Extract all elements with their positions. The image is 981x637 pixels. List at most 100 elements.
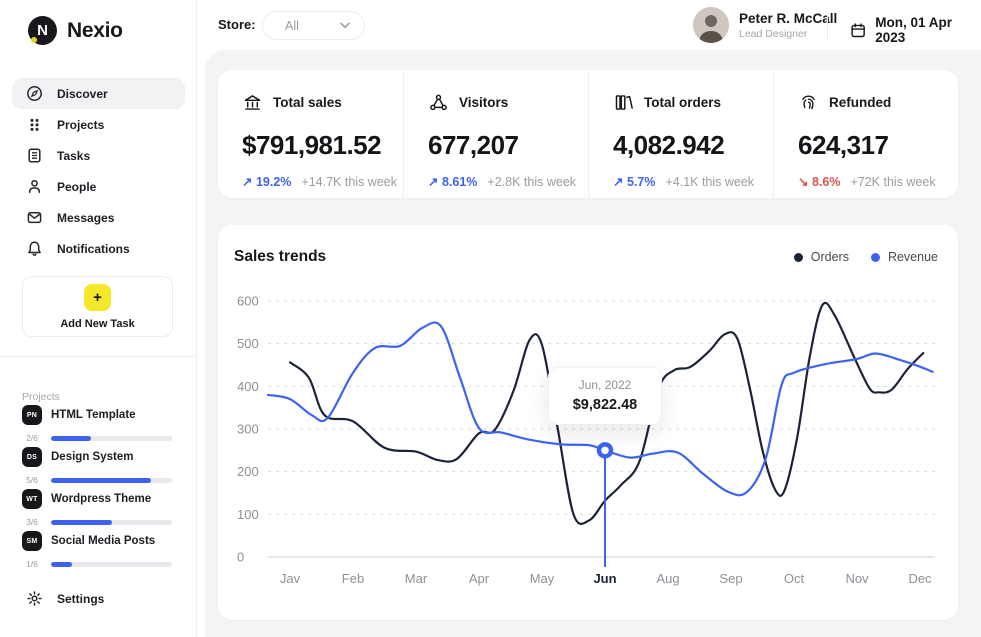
- trend-percent: ↘ 8.6%: [798, 175, 841, 189]
- svg-text:May: May: [530, 571, 555, 586]
- stat-total-orders: Total orders 4,082.942 ↗ 5.7% +4.1K this…: [588, 70, 773, 198]
- project-fraction: 1/6: [26, 559, 38, 569]
- gear-icon: [27, 591, 42, 606]
- brand-name: Nexio: [67, 18, 123, 42]
- fingerprint-icon: [802, 95, 815, 110]
- svg-text:Mar: Mar: [405, 571, 428, 586]
- nexio-logo-icon: N: [28, 16, 57, 45]
- stat-value: 677,207: [428, 130, 519, 160]
- project-fraction: 3/6: [26, 517, 38, 527]
- progress-bar: [51, 477, 172, 483]
- revenue-dot-icon: [870, 252, 880, 262]
- avatar: [693, 7, 729, 43]
- sidebar-item-label: Tasks: [57, 148, 91, 163]
- progress-fill: [51, 561, 72, 567]
- project-item-social-media-posts[interactable]: SM Social Media Posts 1/6: [22, 531, 172, 569]
- project-item-design-system[interactable]: DS Design System 5/6: [22, 447, 172, 485]
- sales-trends-chart[interactable]: 0 100 200 300 400 500 600 Jav Feb Mar Apr May Jun Aug…: [218, 280, 958, 620]
- sidebar-item-tasks[interactable]: Tasks: [12, 140, 185, 171]
- user-name: Peter R. McCall: [739, 10, 838, 26]
- sidebar-divider: [0, 356, 196, 357]
- store-dropdown[interactable]: All: [262, 11, 365, 40]
- logo-accent-dot: [31, 37, 37, 43]
- brand-logo[interactable]: N Nexio: [28, 16, 123, 45]
- sidebar-item-settings[interactable]: Settings: [26, 590, 104, 607]
- topbar: Store: All Peter R. McCall Lead Designer…: [197, 0, 981, 50]
- sidebar-item-people[interactable]: People: [12, 171, 185, 202]
- svg-text:Nov: Nov: [845, 571, 869, 586]
- sidebar-item-label: Discover: [57, 86, 108, 101]
- svg-text:600: 600: [237, 294, 259, 309]
- svg-text:Dec: Dec: [908, 571, 932, 586]
- project-item-html-template[interactable]: PN HTML Template 2/6: [22, 405, 172, 443]
- user-role: Lead Designer: [739, 27, 808, 40]
- progress-bar: [51, 519, 172, 525]
- project-badge: DS: [22, 447, 42, 467]
- sidebar-nav: Discover Projects Tasks People Messages …: [12, 78, 185, 264]
- sidebar-item-label: Notifications: [57, 241, 130, 256]
- svg-text:Jav: Jav: [280, 571, 301, 586]
- trend-note: +2.8K this week: [487, 174, 577, 189]
- projects-heading: Projects: [22, 391, 60, 403]
- add-new-task-button[interactable]: + Add New Task: [22, 276, 173, 337]
- chart-title: Sales trends: [234, 248, 327, 265]
- project-fraction: 2/6: [26, 433, 38, 443]
- tooltip-date: Jun, 2022: [578, 378, 632, 392]
- progress-bar: [51, 435, 172, 441]
- trend-note: +72K this week: [850, 174, 936, 189]
- svg-text:200: 200: [237, 464, 259, 479]
- stat-value: 4,082.942: [613, 130, 725, 160]
- svg-text:300: 300: [237, 422, 259, 437]
- progress-bar: [51, 561, 172, 567]
- stat-title: Refunded: [829, 95, 892, 110]
- sidebar-item-messages[interactable]: Messages: [12, 202, 185, 233]
- stat-visitors: Visitors 677,207 ↗ 8.61% +2.8K this week: [403, 70, 588, 198]
- compass-icon: [27, 86, 42, 101]
- chart-tooltip: Jun, 2022 $9,822.48: [548, 367, 662, 425]
- plus-icon: +: [84, 283, 111, 311]
- store-selected-value: All: [285, 18, 299, 33]
- sidebar-item-notifications[interactable]: Notifications: [12, 233, 185, 264]
- books-icon: [615, 95, 633, 110]
- project-badge: PN: [22, 405, 42, 425]
- stats-card: Total sales $791,981.52 ↗ 19.2% +14.7K t…: [218, 70, 958, 198]
- trend-up-icon: ↗: [242, 175, 253, 189]
- trend-percent: ↗ 5.7%: [613, 175, 656, 189]
- trend-percent: ↗ 8.61%: [428, 175, 478, 189]
- project-name: HTML Template: [51, 409, 136, 421]
- bell-icon: [28, 241, 41, 256]
- svg-text:Oct: Oct: [784, 571, 805, 586]
- trend-percent: ↗ 19.2%: [242, 175, 292, 189]
- person-icon: [28, 179, 41, 194]
- date-text: Mon, 01 Apr 2023: [875, 15, 953, 45]
- trend-down-icon: ↘: [798, 175, 809, 189]
- user-profile[interactable]: Peter R. McCall Lead Designer: [693, 7, 837, 43]
- progress-fill: [51, 477, 152, 483]
- legend-item-revenue[interactable]: Revenue: [870, 250, 938, 264]
- user-meta: Peter R. McCall Lead Designer: [739, 11, 837, 40]
- project-fraction: 5/6: [26, 475, 38, 485]
- sidebar-item-projects[interactable]: Projects: [12, 109, 185, 140]
- stat-total-sales: Total sales $791,981.52 ↗ 19.2% +14.7K t…: [218, 70, 403, 198]
- progress-fill: [51, 519, 112, 525]
- store-label: Store:: [218, 17, 256, 32]
- legend-item-orders[interactable]: Orders: [793, 250, 849, 264]
- stat-refunded: Refunded 624,317 ↘ 8.6% +72K this week: [773, 70, 958, 198]
- settings-label: Settings: [57, 591, 105, 606]
- svg-text:100: 100: [237, 507, 259, 522]
- stat-value: 624,317: [798, 130, 889, 160]
- sidebar-item-label: Projects: [57, 117, 105, 132]
- trend-up-icon: ↗: [428, 175, 439, 189]
- add-task-label: Add New Task: [60, 317, 135, 330]
- chevron-down-icon: [340, 22, 350, 29]
- svg-text:400: 400: [237, 379, 259, 394]
- trend-note: +4.1K this week: [665, 174, 755, 189]
- grid-dots-icon: [30, 118, 39, 131]
- project-name: Design System: [51, 451, 134, 463]
- project-item-wordpress-theme[interactable]: WT Wordpress Theme 3/6: [22, 489, 172, 527]
- bank-icon: [244, 95, 261, 110]
- sidebar-item-label: People: [57, 179, 97, 194]
- sidebar-item-discover[interactable]: Discover: [12, 78, 185, 109]
- stat-title: Total sales: [273, 95, 342, 110]
- date-display[interactable]: Mon, 01 Apr 2023: [850, 15, 981, 45]
